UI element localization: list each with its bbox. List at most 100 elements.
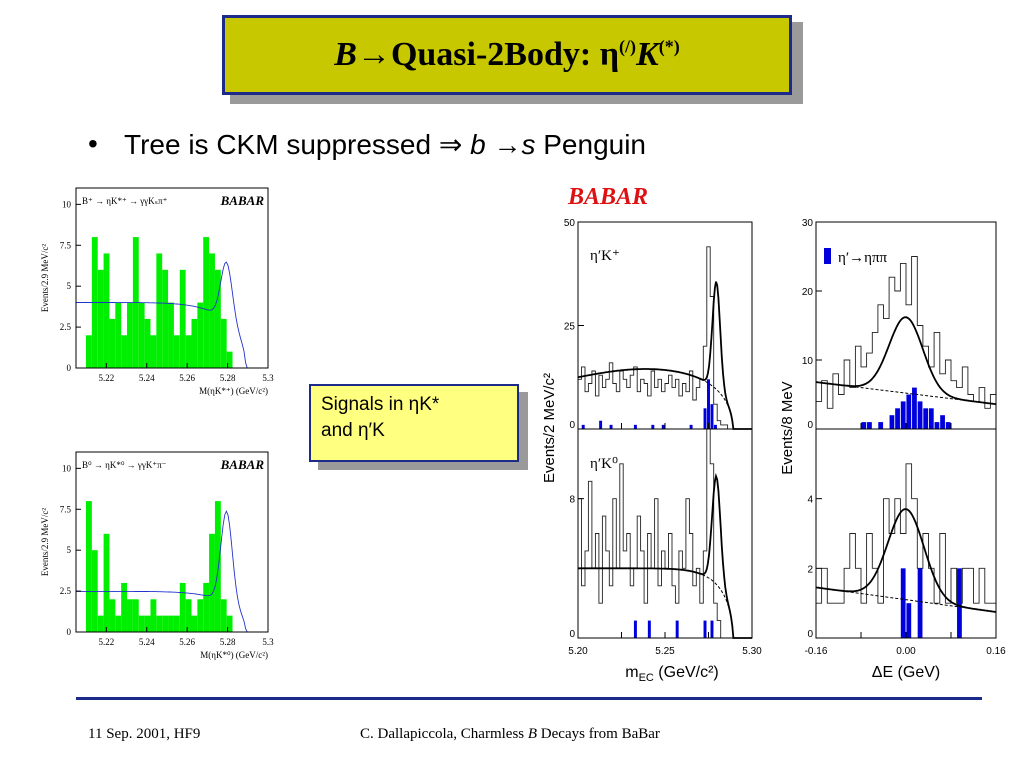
signal-bar <box>917 568 923 638</box>
histogram-bar <box>214 501 221 632</box>
histogram-bar <box>220 599 227 632</box>
histogram-bar <box>115 302 122 368</box>
total-fit <box>578 472 752 639</box>
histogram-bar <box>185 335 192 368</box>
total-fit <box>577 281 752 430</box>
signals-callout: Signals in ηK* and η′K <box>309 384 519 462</box>
histogram-bar <box>127 302 133 368</box>
x-tick-label: 5.24 <box>139 373 155 383</box>
histogram-bar <box>138 302 145 368</box>
signal-bar <box>581 424 585 429</box>
x-tick-label: 5.26 <box>179 373 195 383</box>
signal-bar <box>906 603 912 638</box>
histogram-bar <box>203 237 210 368</box>
x-tick-label: 5.22 <box>98 373 114 383</box>
y-tick-label: 10 <box>802 356 814 367</box>
histogram-bar <box>162 269 169 368</box>
x-axis-label: M(ηK*⁰) (GeV/c²) <box>200 650 268 660</box>
signal-bar <box>713 424 717 429</box>
signal-bar <box>689 424 693 429</box>
histogram-bar <box>197 599 204 632</box>
x-tick-label: 0.16 <box>986 646 1006 657</box>
plot-top-left: 0 2.5 5 7.5 10 5.22 5.24 5.26 5.28 5.3 Events/2.9 … <box>40 187 274 396</box>
y-tick-label: 2.5 <box>60 586 72 596</box>
signal-bar <box>940 415 945 429</box>
y-tick-label: 50 <box>564 218 576 229</box>
fit-curve <box>76 261 268 369</box>
histogram-outline <box>816 463 996 604</box>
x-axis-label: M(ηK*⁺) (GeV/c²) <box>199 386 268 396</box>
signal-bar <box>609 424 613 429</box>
histogram-bar <box>103 253 110 368</box>
total-fit <box>815 316 997 406</box>
plot-legend: B⁰ → ηK*⁰ → γγK⁺π⁻ <box>82 460 167 470</box>
signal-bar <box>878 422 884 429</box>
signal-bar <box>599 420 603 429</box>
x-tick-label: 5.30 <box>742 646 762 657</box>
panel-label-k-zero: η′K⁰ <box>590 456 618 472</box>
y-axis-label: Events/2.9 MeV/c² <box>40 508 50 576</box>
histogram-bar <box>103 533 110 632</box>
babar-logo: BABAR <box>567 184 648 210</box>
total-fit <box>815 508 997 613</box>
x-tick-label: 0.00 <box>896 646 916 657</box>
legend-swatch <box>824 248 831 264</box>
signal-bar <box>934 422 940 429</box>
y-axis-label: Events/2.9 MeV/c² <box>40 244 50 312</box>
signal-bar <box>633 620 637 638</box>
histogram-bar <box>86 335 92 368</box>
histogram-bar <box>127 599 133 632</box>
histogram-bar <box>191 615 198 632</box>
signal-bar <box>651 424 655 429</box>
signal-bar <box>945 422 951 429</box>
histogram-bar <box>179 269 186 368</box>
y-axis-label-left: Events/2 MeV/c² <box>541 373 558 483</box>
signal-bar <box>917 401 923 429</box>
signal-bar <box>923 408 929 429</box>
histogram-bar <box>109 599 116 632</box>
histogram-bar <box>115 615 122 632</box>
y-tick-label: 4 <box>807 495 813 506</box>
x-tick-label: 5.3 <box>262 373 274 383</box>
y-tick-label: 0 <box>807 629 813 640</box>
y-tick-label: 2 <box>807 564 813 575</box>
histogram-bar <box>226 351 233 368</box>
signal-bar <box>906 394 912 429</box>
y-tick-label: 25 <box>564 322 576 333</box>
x-tick-label: 5.25 <box>655 646 675 657</box>
histogram-bar <box>185 599 192 632</box>
histogram-bar <box>203 582 210 632</box>
callout-line-2: and η′K <box>321 420 385 441</box>
y-tick-label: 0 <box>67 363 72 373</box>
signal-bar <box>900 401 906 429</box>
histogram-bar <box>214 269 221 368</box>
histogram-bar <box>209 533 215 632</box>
signal-bar <box>703 620 707 638</box>
y-tick-label: 20 <box>802 287 814 298</box>
y-tick-label: 30 <box>802 218 814 229</box>
histogram-bar <box>173 335 180 368</box>
footer-date: 11 Sep. 2001, HF9 <box>88 726 201 742</box>
y-tick-label: 5 <box>67 281 72 291</box>
y-tick-label: 8 <box>569 495 575 506</box>
bullet-text: Tree is CKM suppressed ⇒ b →s Penguin <box>124 129 647 160</box>
y-tick-label: 2.5 <box>60 322 72 332</box>
histogram-bar <box>121 582 128 632</box>
plot-frame <box>75 451 269 633</box>
plot-legend: B⁺ → ηK*⁺ → γγKₛπ⁺ <box>82 196 168 206</box>
histogram-bar <box>144 318 151 368</box>
x-tick-label: 5.20 <box>568 646 588 657</box>
histogram-bar <box>150 599 157 632</box>
footer-divider <box>76 697 982 700</box>
plot-frame <box>75 187 269 369</box>
histogram-bar <box>173 615 180 632</box>
signal-bar <box>912 387 917 429</box>
y-tick-label: 0 <box>569 629 575 640</box>
footer-author: C. Dallapiccola, Charmless B Decays from… <box>360 726 660 742</box>
y-tick-label: 10 <box>62 199 72 209</box>
histogram-bar <box>197 302 204 368</box>
signal-bar <box>928 408 934 429</box>
signal-bar <box>647 620 651 638</box>
background-fit <box>578 567 752 639</box>
signal-bar <box>861 422 867 429</box>
